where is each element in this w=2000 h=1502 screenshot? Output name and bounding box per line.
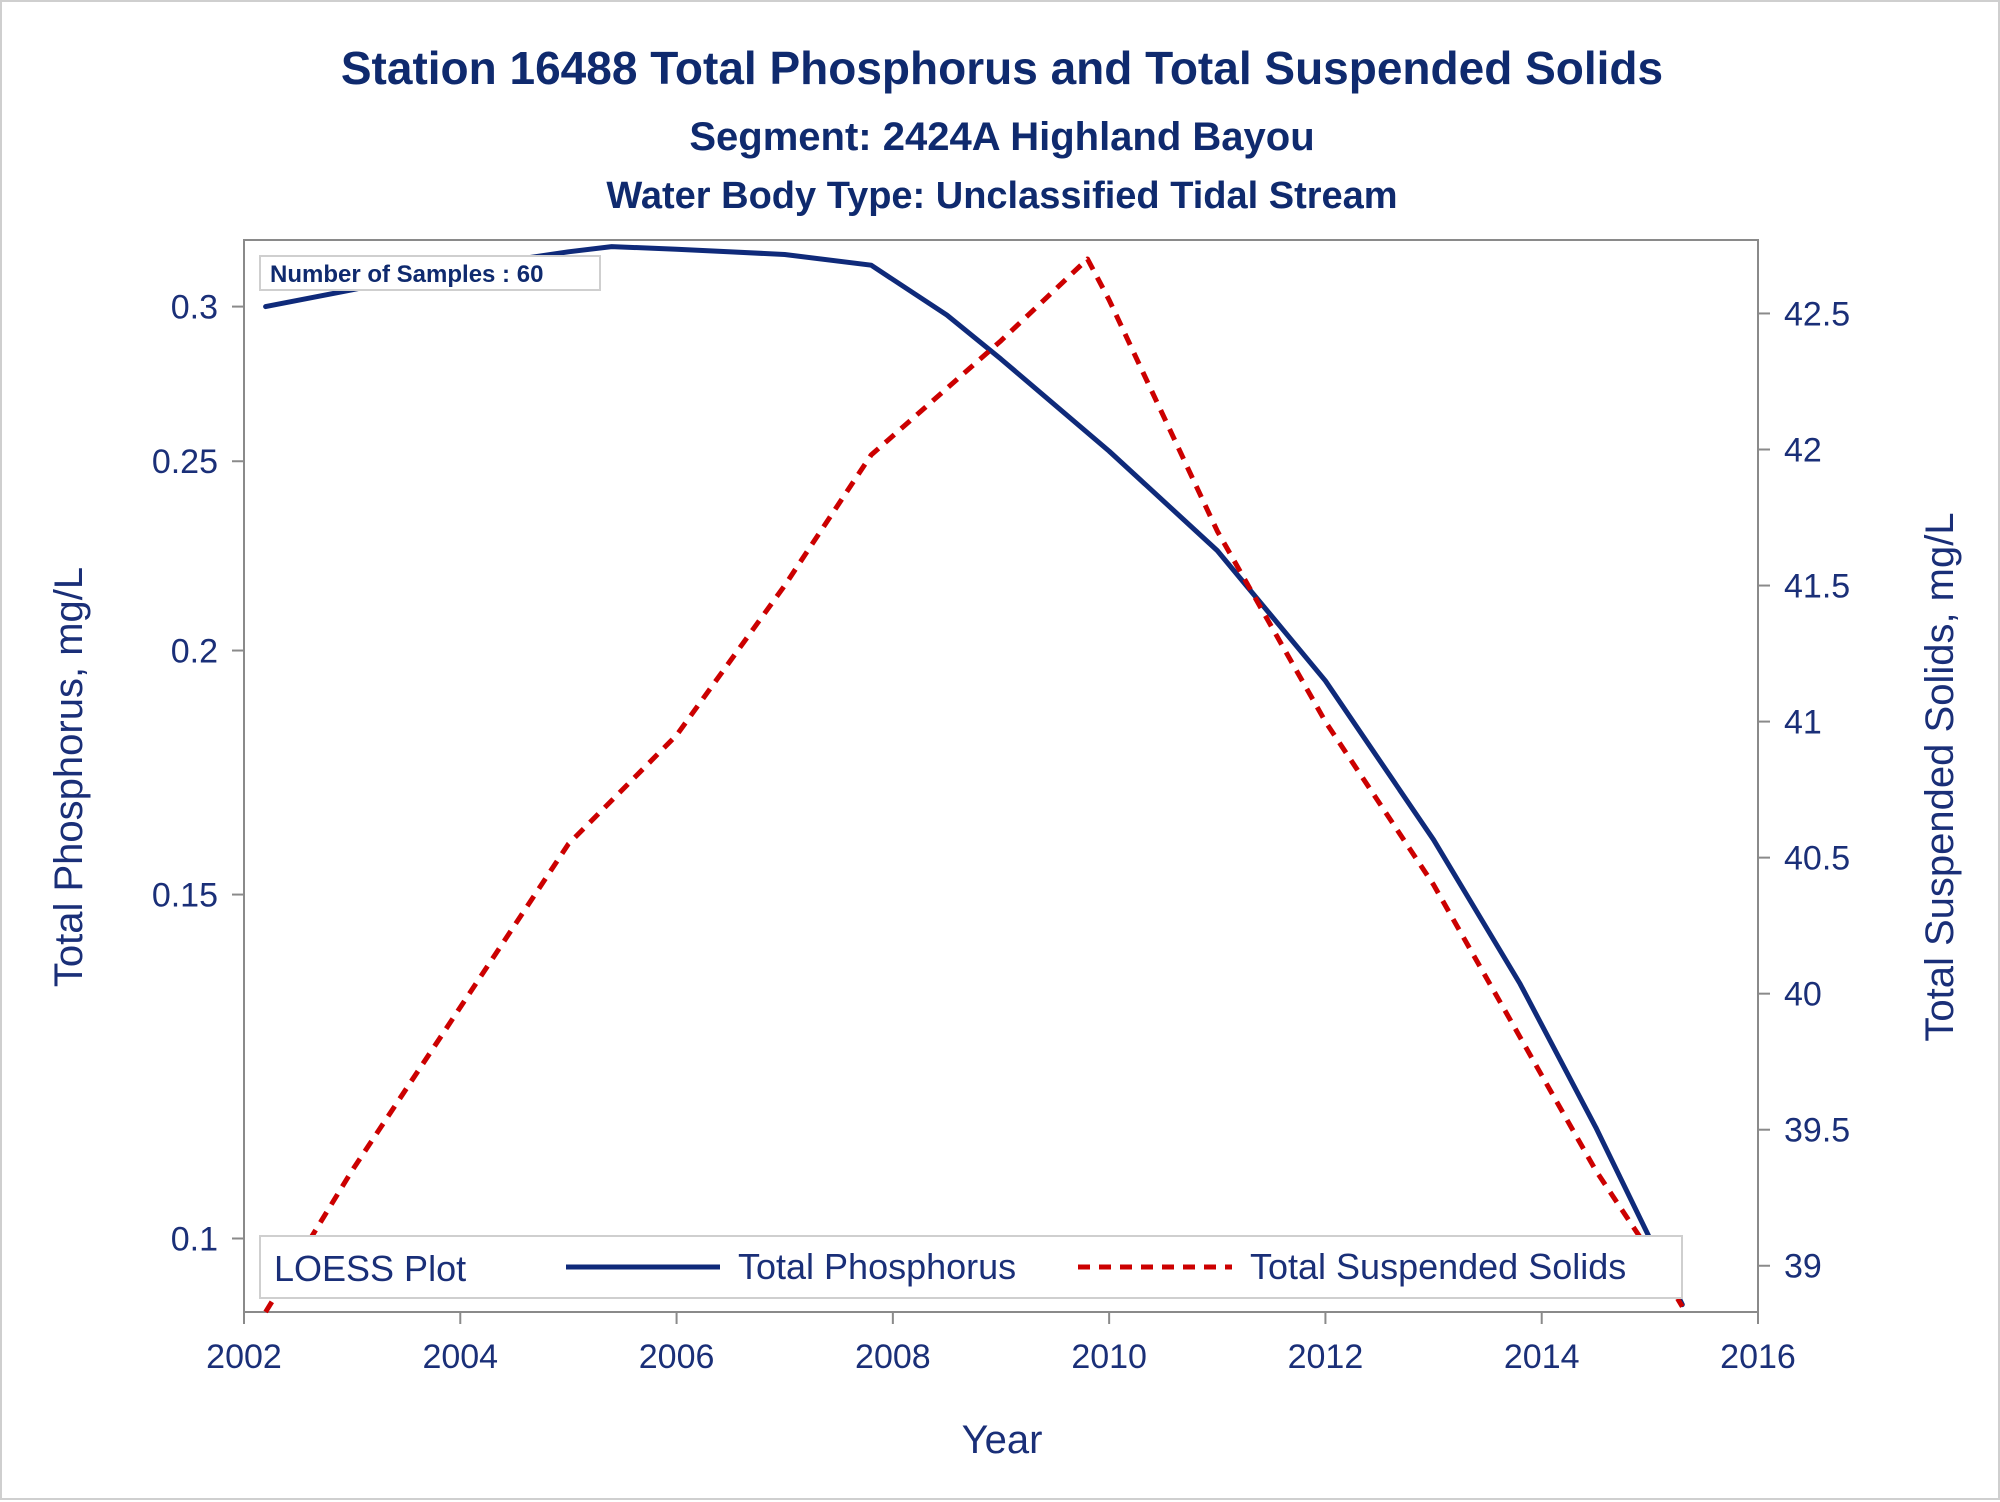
y-right-tick-label: 42.5: [1784, 295, 1850, 333]
y-right-tick-label: 39.5: [1784, 1112, 1850, 1150]
y-axis-label-left: Total Phosphorus, mg/L: [47, 567, 91, 987]
y-left-tick-label: 0.2: [171, 633, 218, 671]
y-right-tick-label: 42: [1784, 432, 1822, 470]
y-left-tick-label: 0.15: [152, 877, 218, 915]
x-tick-label: 2004: [422, 1338, 498, 1376]
x-axis-label: Year: [962, 1418, 1043, 1462]
series-line-total-phosphorus: [263, 244, 1685, 1308]
series-layer: [263, 244, 1685, 1314]
y-axis-label-right: Total Suspended Solids, mg/L: [1918, 512, 1962, 1041]
x-tick-label: 2012: [1288, 1338, 1364, 1376]
legend-label-total-phosphorus: Total Phosphorus: [738, 1246, 1016, 1287]
axes-layer: 2002 2004 2006 2008 2010 2012 2014 2016 0.1 0.15 0…: [152, 289, 1850, 1376]
y-right-tick-label: 40: [1784, 976, 1822, 1014]
x-tick-label: 2014: [1504, 1338, 1580, 1376]
plot-area: [243, 239, 1759, 1313]
y-right-tick-label: 41.5: [1784, 568, 1850, 606]
x-tick-label: 2008: [855, 1338, 931, 1376]
y-left-tick-label: 0.3: [171, 289, 218, 327]
y-right-tick-label: 40.5: [1784, 840, 1850, 878]
chart-title: Station 16488 Total Phosphorus and Total…: [341, 42, 1663, 94]
legend: LOESS Plot Total Phosphorus Total Suspen…: [259, 1235, 1683, 1299]
chart-subtitle: Segment: 2424A Highland Bayou: [689, 115, 1314, 159]
y-right-tick-label: 41: [1784, 704, 1822, 742]
chart-subtitle-2: Water Body Type: Unclassified Tidal Stre…: [606, 175, 1397, 217]
y-left-tick-label: 0.1: [171, 1221, 218, 1259]
sample-count-box: [259, 255, 601, 291]
legend-box: [259, 1235, 1683, 1299]
legend-title: LOESS Plot: [274, 1248, 466, 1289]
x-tick-label: 2002: [206, 1338, 282, 1376]
series-line-total-suspended-solids: [263, 256, 1685, 1314]
x-tick-label: 2006: [639, 1338, 715, 1376]
sample-count-text: Number of Samples : 60: [270, 261, 543, 288]
y-right-tick-label: 39: [1784, 1248, 1822, 1286]
sample-count-inset: Number of Samples : 60: [259, 255, 601, 291]
x-tick-label: 2010: [1071, 1338, 1147, 1376]
x-tick-label: 2016: [1720, 1338, 1796, 1376]
y-left-tick-label: 0.25: [152, 443, 218, 481]
legend-label-total-suspended-solids: Total Suspended Solids: [1250, 1246, 1626, 1287]
